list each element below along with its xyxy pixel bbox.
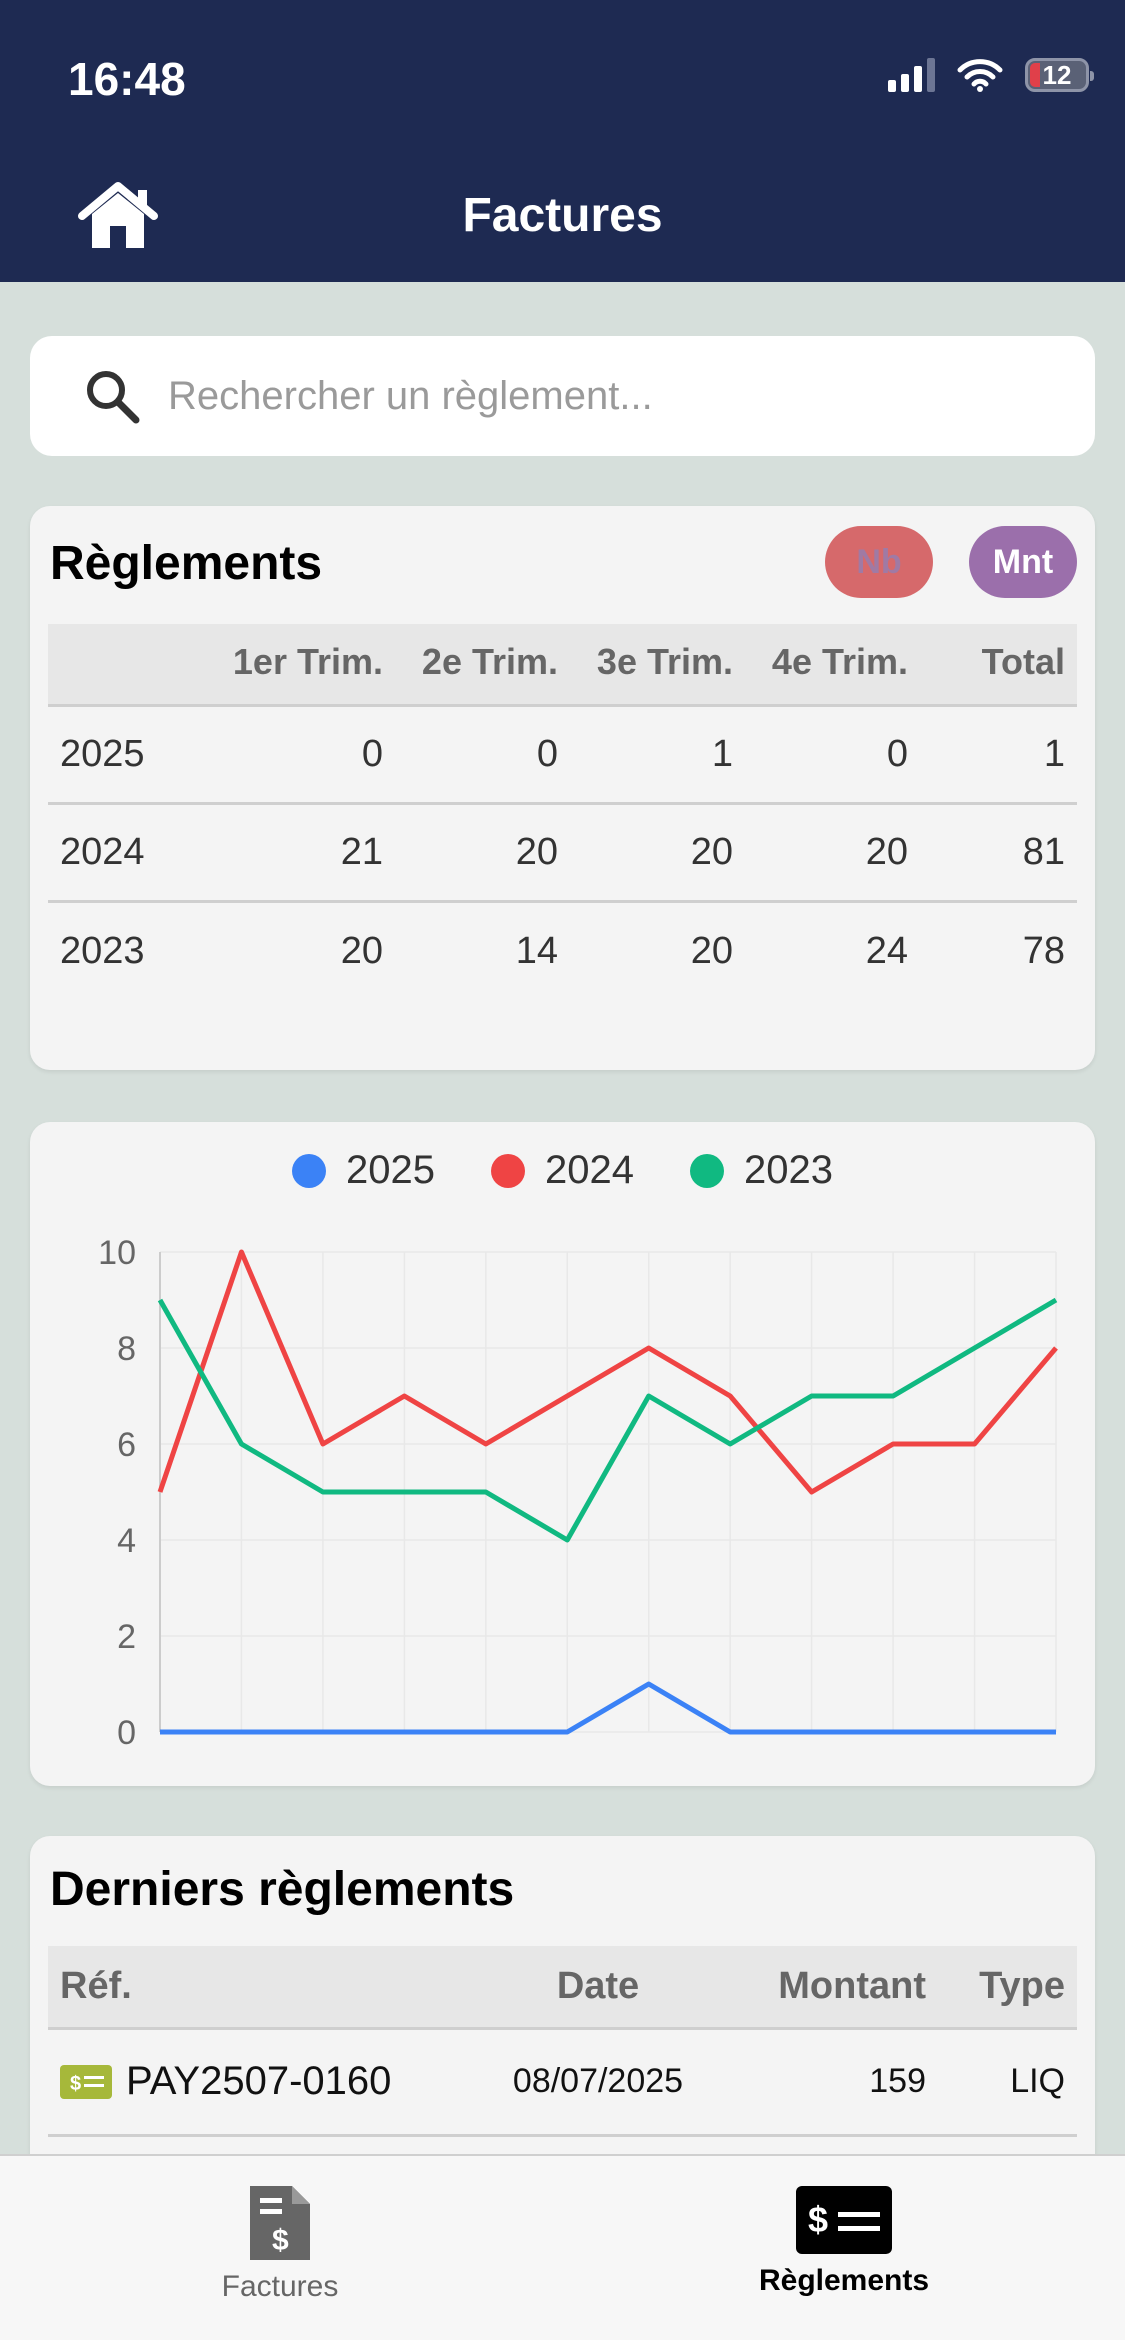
legend-dot <box>491 1153 525 1188</box>
stats-table: 1er Trim. 2e Trim. 3e Trim. 4e Trim. Tot… <box>48 624 1077 1000</box>
app-header: 16:48 12 Factures <box>0 0 1125 282</box>
search-input[interactable] <box>168 373 1048 419</box>
table-cell: 14 <box>515 929 558 972</box>
table-cell: 0 <box>745 705 920 805</box>
page-title: Factures <box>462 189 663 242</box>
stats-col-year <box>48 624 220 707</box>
table-cell: 20 <box>745 803 920 903</box>
payments-header-row: Réf. Date Montant Type <box>48 1946 1077 2030</box>
col-ref: Réf. <box>48 1946 488 2030</box>
wifi-icon <box>957 59 1003 92</box>
stats-card: Règlements Nb Mnt 1er Trim. 2e Trim. 3e … <box>30 506 1095 1070</box>
table-cell: 0 <box>395 705 570 805</box>
chart-legend: 2025 2024 2023 <box>30 1148 1095 1193</box>
payment-ref: PAY2507-0160 <box>126 2059 392 2103</box>
y-tick-label: 8 <box>117 1330 136 1368</box>
table-cell: 20 <box>340 929 383 972</box>
legend-dot <box>292 1153 327 1188</box>
stats-col-q4: 4e Trim. <box>745 624 920 707</box>
stats-title: Règlements <box>50 537 323 590</box>
svg-text:$: $ <box>70 2073 81 2095</box>
col-date: Date <box>488 1946 708 2030</box>
table-cell: 20 <box>395 803 570 903</box>
stats-col-q2: 2e Trim. <box>395 624 570 707</box>
y-tick-label: 0 <box>117 1714 136 1752</box>
table-cell: 1 <box>570 705 745 805</box>
chart-card: 2025 2024 2023 0 2 4 6 8 10 <box>30 1122 1095 1786</box>
table-row: 2025 0 0 1 0 1 <box>48 705 1077 805</box>
home-icon[interactable] <box>76 180 160 250</box>
table-cell: 24 <box>865 929 908 972</box>
y-tick-label: 2 <box>117 1618 136 1656</box>
battery-icon: 12 <box>1025 58 1094 92</box>
line-chart: 0 2 4 6 8 10 <box>98 1234 1058 1752</box>
svg-text:$: $ <box>808 2199 828 2240</box>
stats-col-q3: 3e Trim. <box>570 624 745 707</box>
legend-label: 2024 <box>545 1148 634 1192</box>
battery-level: 12 <box>1042 59 1072 90</box>
tab-label: Règlements <box>758 2264 930 2297</box>
search-bar[interactable] <box>30 336 1095 456</box>
stats-col-q1: 1er Trim. <box>220 624 395 707</box>
legend-label: 2023 <box>743 1148 833 1192</box>
col-amount: Montant <box>708 1946 938 2030</box>
latest-title: Derniers règlements <box>50 1863 515 1916</box>
table-cell: 0 <box>220 705 395 805</box>
cash-icon: $ <box>60 2064 112 2099</box>
payment-amount: 159 <box>708 2028 938 2137</box>
table-cell: 81 <box>920 803 1077 903</box>
tab-factures[interactable]: $ Factures <box>130 2186 430 2304</box>
signal-icon <box>888 58 935 92</box>
invoice-icon: $ <box>250 2186 310 2260</box>
table-cell: 2025 <box>48 705 220 805</box>
svg-text:$: $ <box>272 2224 289 2257</box>
table-row: 2024 21 20 20 20 81 <box>48 803 1077 903</box>
tab-reglements[interactable]: $ Règlements <box>694 2186 994 2298</box>
table-row[interactable]: $ PAY2507-0160 08/07/2025 159 LIQ <box>48 2028 1077 2137</box>
y-tick-label: 10 <box>98 1234 136 1272</box>
legend-item-2023[interactable]: 2023 <box>689 1148 833 1193</box>
count-toggle-button[interactable]: Nb <box>825 526 933 598</box>
payment-icon: $ <box>796 2186 892 2254</box>
tab-label: Factures <box>221 2270 339 2303</box>
table-cell: 21 <box>220 803 395 903</box>
search-icon <box>87 371 140 424</box>
table-cell: 1 <box>920 705 1077 805</box>
table-cell: 2024 <box>48 803 220 903</box>
series-line-2023 <box>157 1297 1058 1543</box>
col-type: Type <box>938 1946 1077 2030</box>
amount-toggle-button[interactable]: Mnt <box>969 526 1077 598</box>
tab-bar: $ Factures $ Règlements <box>0 2154 1125 2340</box>
table-row: 2023 20 14 20 24 78 <box>48 902 1077 1000</box>
status-indicators: 12 <box>888 58 1094 92</box>
legend-dot <box>689 1153 724 1188</box>
series-line-2025 <box>160 1681 1056 1735</box>
stats-col-total: Total <box>920 624 1077 707</box>
series-line-2024 <box>157 1249 1058 1495</box>
table-cell: 78 <box>1022 929 1065 972</box>
payment-date: 08/07/2025 <box>488 2028 708 2137</box>
payment-type: LIQ <box>938 2028 1077 2137</box>
status-time: 16:48 <box>68 53 186 105</box>
y-tick-label: 4 <box>117 1522 136 1560</box>
table-cell: 20 <box>690 929 733 972</box>
stats-header-row: 1er Trim. 2e Trim. 3e Trim. 4e Trim. Tot… <box>48 624 1077 707</box>
table-cell: 2023 <box>60 929 145 972</box>
legend-item-2025[interactable]: 2025 <box>292 1148 435 1193</box>
y-tick-label: 6 <box>117 1426 136 1464</box>
table-cell: 20 <box>570 803 745 903</box>
payments-table: Réf. Date Montant Type $ PAY2507-01 <box>48 1946 1077 2137</box>
legend-label: 2025 <box>346 1148 435 1192</box>
legend-item-2024[interactable]: 2024 <box>491 1148 634 1193</box>
payment-ref-cell: $ PAY2507-0160 <box>48 2028 488 2137</box>
